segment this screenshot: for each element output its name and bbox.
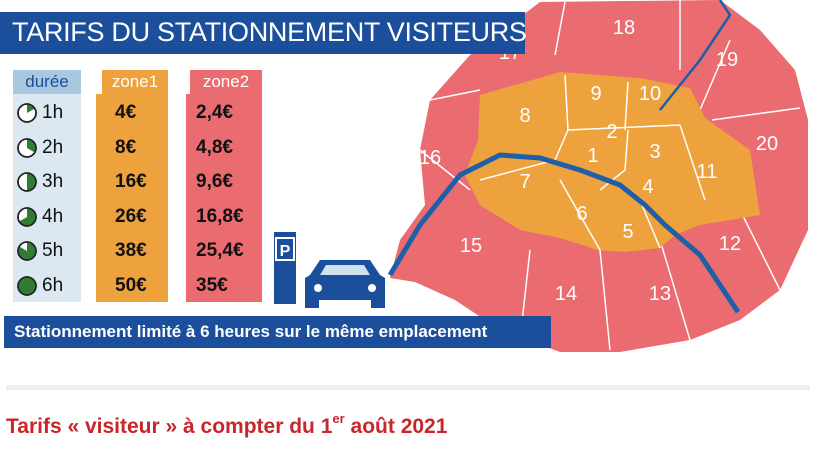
- arrondissement-labels: 1234567891011121314151617181920: [419, 17, 778, 305]
- footer-bar: Stationnement limité à 6 heures sur le m…: [4, 316, 551, 348]
- clock-icon: [17, 103, 37, 123]
- clock-icon: [17, 137, 37, 158]
- arrondissement-label: 7: [519, 171, 530, 193]
- parking-infographic: P 1234567891011121314151617181920 TARIFS…: [0, 0, 808, 352]
- zone2-price: 25,4€: [196, 240, 244, 261]
- duration-value: 2h: [42, 136, 64, 158]
- arrondissement-label: 1: [587, 145, 598, 167]
- arrondissement-label: 16: [419, 147, 441, 169]
- arrondissement-label: 8: [519, 105, 530, 127]
- clock-icon: [17, 241, 37, 261]
- arrondissement-label: 14: [555, 283, 577, 305]
- zone1-price: 38€: [115, 240, 147, 261]
- zone1-price: 50€: [115, 274, 147, 296]
- duration-value: 5h: [42, 240, 64, 261]
- arrondissement-label: 12: [719, 233, 741, 255]
- zone2-price: 4,8€: [196, 136, 233, 158]
- clock-icon: [17, 172, 37, 192]
- zone1-price: 4€: [115, 102, 137, 123]
- divider: [6, 385, 810, 390]
- parking-sign: P: [280, 243, 291, 260]
- zone1-price: 8€: [115, 136, 137, 158]
- arrondissement-label: 11: [697, 161, 718, 183]
- zone2-price: 16,8€: [196, 205, 244, 227]
- zone1-price: 26€: [115, 205, 147, 227]
- duration-value: 6h: [42, 274, 64, 296]
- zone2-price: 2,4€: [196, 102, 233, 123]
- zone1-header: zone1: [102, 70, 168, 94]
- paris-map: P 1234567891011121314151617181920: [274, 0, 808, 352]
- arrondissement-label: 20: [756, 133, 778, 155]
- zone2-price: 35€: [196, 274, 228, 296]
- duration-value: 4h: [42, 205, 64, 227]
- caption-text: Tarifs « visiteur » à compter du 1: [6, 415, 333, 438]
- arrondissement-label: 19: [716, 49, 738, 71]
- infographic-title: TARIFS DU STATIONNEMENT VISITEURS: [12, 17, 527, 47]
- caption-sup: er: [332, 411, 345, 426]
- caption-text-end: août 2021: [344, 415, 448, 438]
- arrondissement-label: 5: [622, 221, 633, 243]
- car-icon: [305, 260, 385, 308]
- duree-header: durée: [13, 70, 81, 94]
- zone1-column: [96, 94, 168, 302]
- duration-value: 1h: [42, 102, 64, 123]
- zone1-area: [465, 72, 760, 252]
- arrondissement-label: 9: [590, 83, 601, 105]
- arrondissement-label: 4: [642, 176, 653, 198]
- arrondissement-label: 2: [606, 121, 617, 143]
- zone2-borders: [419, 0, 801, 351]
- arrondissement-label: 15: [460, 235, 482, 257]
- zone2-price: 9,6€: [196, 171, 233, 192]
- arrondissement-label: 13: [649, 283, 671, 305]
- title-bar: [0, 12, 525, 54]
- footer-note: Stationnement limité à 6 heures sur le m…: [14, 322, 488, 341]
- arrondissement-label: 18: [613, 17, 635, 39]
- seine-river: [387, 152, 741, 314]
- arrondissement-label: 10: [639, 83, 661, 105]
- arrondissement-label: 6: [576, 203, 587, 225]
- zone2-header: zone2: [190, 70, 262, 94]
- arrondissement-label: 3: [649, 141, 660, 163]
- caption: Tarifs « visiteur » à compter du 1er aoû…: [6, 411, 448, 439]
- clock-icon: [17, 206, 37, 227]
- canal: [659, 0, 732, 111]
- clock-icon: [17, 275, 37, 296]
- zone2-column: [186, 94, 262, 302]
- duree-column: [13, 94, 81, 302]
- duration-value: 3h: [42, 171, 64, 192]
- zone1-price: 16€: [115, 171, 147, 192]
